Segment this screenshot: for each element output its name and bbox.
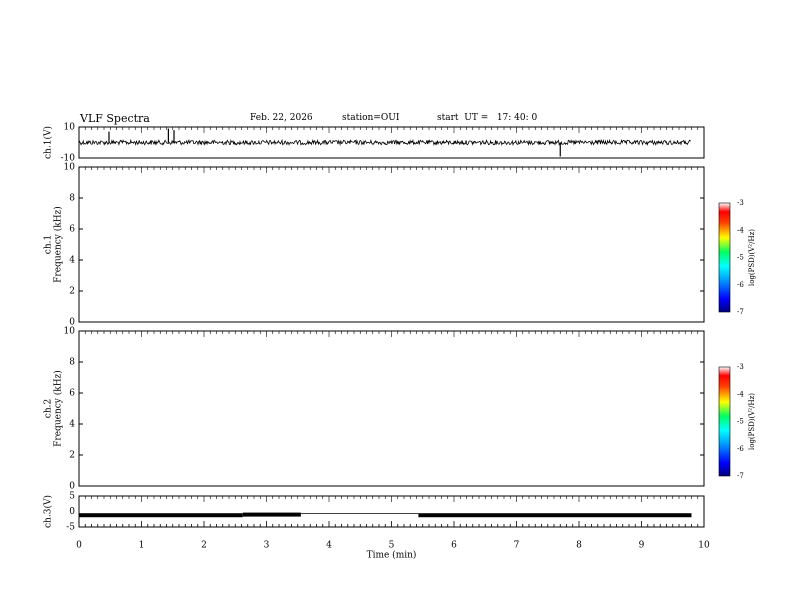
ch1-y-tick-label: 10 <box>64 123 76 133</box>
start-time-label: start UT = 17: 40: 0 <box>437 113 537 123</box>
ch1-waveform-trace <box>78 138 691 147</box>
station-label: station=OUI <box>342 113 399 123</box>
ch1-y-axis-label: ch.1(V) <box>43 126 54 159</box>
ch1-y-tick-label: -10 <box>61 154 76 164</box>
chart-title: VLF Spectra <box>80 112 150 125</box>
date-label: Feb. 22, 2026 <box>250 113 313 123</box>
